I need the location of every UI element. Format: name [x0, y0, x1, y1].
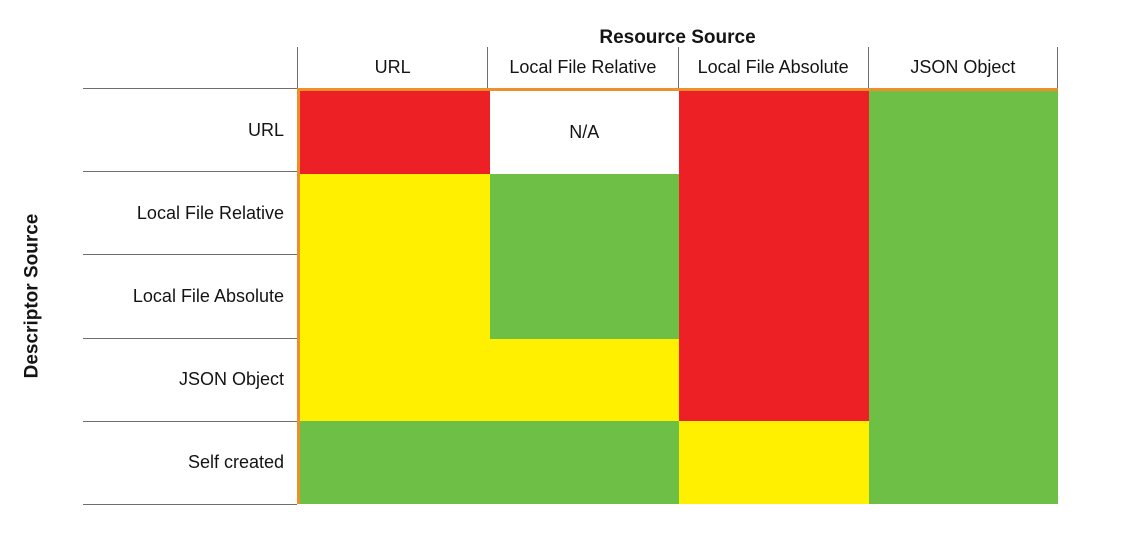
row-label-5: Self created: [83, 420, 297, 504]
matrix-cell: [300, 256, 490, 339]
column-header-1: URL: [297, 47, 487, 88]
matrix-cell: [868, 256, 1058, 339]
matrix-cell: [489, 256, 679, 339]
matrix-cell: N/A: [489, 91, 679, 174]
matrix-cell: [300, 91, 490, 174]
row-label-1: URL: [83, 88, 297, 171]
matrix-cell: [679, 256, 869, 339]
matrix-cell: [300, 421, 490, 504]
matrix-cell: [679, 421, 869, 504]
matrix-grid: N/A: [297, 88, 1058, 504]
matrix-cell: [679, 173, 869, 257]
matrix-cell: [489, 421, 679, 504]
row-label-2: Local File Relative: [83, 171, 297, 254]
row-label-column: URL Local File Relative Local File Absolut…: [83, 88, 297, 505]
matrix-cell: [679, 338, 869, 422]
column-header-2: Local File Relative: [487, 47, 677, 88]
matrix-cell: [679, 91, 869, 174]
row-label-4: JSON Object: [83, 337, 297, 421]
column-axis-title: Resource Source: [599, 27, 756, 48]
matrix-cell: [489, 338, 679, 422]
matrix-cell: [868, 91, 1058, 174]
row-label-3: Local File Absolute: [83, 254, 297, 337]
column-header-4: JSON Object: [867, 47, 1058, 88]
matrix-cell: [868, 173, 1058, 257]
matrix-cell: [300, 338, 490, 422]
matrix-cell: [868, 338, 1058, 422]
matrix-cell: [868, 421, 1058, 504]
matrix-cell: [489, 173, 679, 257]
column-header-row: URL Local File Relative Local File Absolut…: [297, 47, 1058, 88]
matrix-cell: [300, 173, 490, 257]
row-axis-title-wrap: Descriptor Source: [4, 88, 60, 504]
column-header-3: Local File Absolute: [677, 47, 868, 88]
row-axis-title: Descriptor Source: [21, 213, 43, 379]
